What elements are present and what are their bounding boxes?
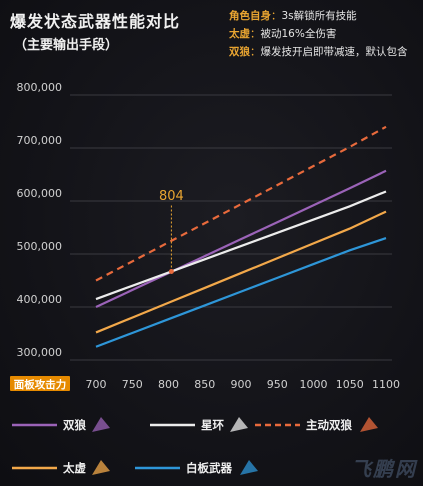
notes-panel: 角色自身：3s解锁所有技能 太虚：被动16%全伤害 双狼：爆发技开启即带减速，默… <box>229 7 408 61</box>
note-line: 太虚：被动16%全伤害 <box>229 25 408 43</box>
series-line <box>95 190 387 301</box>
note-line: 双狼：爆发技开启即带减速，默认包含 <box>229 43 408 61</box>
legend-label: 太虚 <box>62 461 86 475</box>
x-tick-label: 850 <box>194 378 215 391</box>
note-key: 双狼 <box>229 46 250 58</box>
note-separator: ： <box>250 46 261 58</box>
x-tick-label: 700 <box>86 378 107 391</box>
twin-wolves-weapon-icon <box>92 417 110 432</box>
taixu-weapon-icon <box>92 460 110 475</box>
legend-label: 白板武器 <box>186 461 232 475</box>
note-separator: ： <box>250 28 261 40</box>
x-tick-label: 950 <box>267 378 288 391</box>
y-tick-label: 600,000 <box>17 187 63 200</box>
page-subtitle: （主要输出手段） <box>14 38 119 53</box>
legend-label: 主动双狼 <box>306 418 352 432</box>
series-line <box>95 237 387 348</box>
y-tick-label: 700,000 <box>17 134 63 147</box>
x-tick-label: 800 <box>158 378 179 391</box>
note-text: 被动16%全伤害 <box>260 28 337 40</box>
note-key: 角色自身 <box>229 10 271 22</box>
annotation-label: 804 <box>159 189 184 204</box>
series-line <box>95 210 387 334</box>
active-twin-wolves-weapon-icon <box>360 417 378 432</box>
y-tick-label: 400,000 <box>17 293 63 306</box>
y-tick-label: 500,000 <box>17 240 63 253</box>
note-line: 角色自身：3s解锁所有技能 <box>229 7 408 25</box>
y-tick-label: 300,000 <box>17 346 63 359</box>
legend-label: 星环 <box>201 418 224 432</box>
note-key: 太虚 <box>229 28 250 40</box>
x-tick-label: 1050 <box>336 378 364 391</box>
x-axis-label-badge <box>10 376 70 391</box>
x-axis-label: 面板攻击力 <box>14 378 67 391</box>
y-tick-label: 800,000 <box>17 81 63 94</box>
note-text: 爆发技开启即带减速，默认包含 <box>260 46 408 58</box>
series-line <box>95 125 387 282</box>
series-line <box>95 169 387 308</box>
note-separator: ： <box>271 10 282 22</box>
legend-label: 双狼 <box>62 418 86 432</box>
watermark-logo: 飞鹏网 <box>351 457 417 481</box>
x-tick-label: 750 <box>122 378 143 391</box>
note-text: 3s解锁所有技能 <box>281 10 357 22</box>
page-title: 爆发状态武器性能对比 <box>10 12 181 31</box>
x-tick-label: 1100 <box>372 378 400 391</box>
plain-weapon-icon <box>240 460 258 475</box>
x-tick-label: 1000 <box>300 378 328 391</box>
star-ring-weapon-icon <box>230 417 248 432</box>
x-tick-label: 900 <box>231 378 252 391</box>
annotation-marker <box>168 268 174 274</box>
